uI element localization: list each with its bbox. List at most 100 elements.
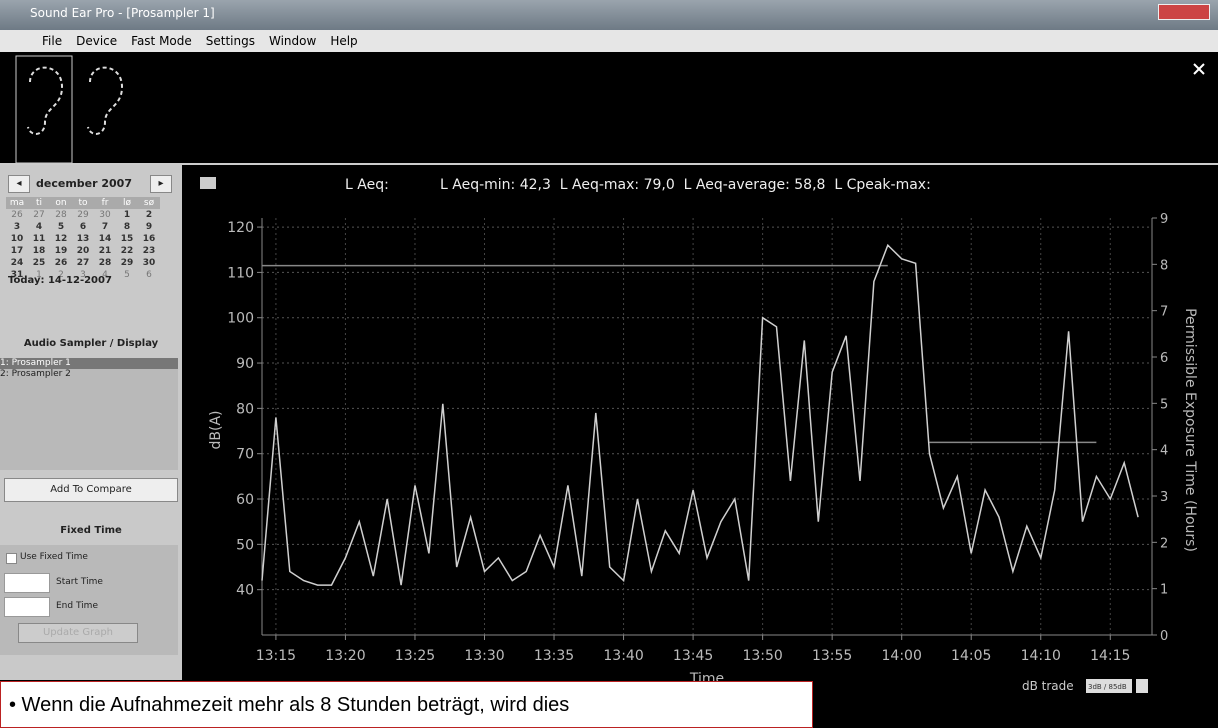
ear-icon[interactable] — [87, 66, 124, 135]
calendar-day[interactable]: 19 — [54, 246, 68, 256]
calendar-day[interactable]: 1 — [123, 210, 131, 220]
y2-tick-label: 5 — [1160, 397, 1168, 412]
calendar-day[interactable]: 11 — [32, 234, 46, 244]
title-bar: Sound Ear Pro - [Prosampler 1] — [0, 0, 1218, 30]
x-tick-label: 13:25 — [395, 648, 435, 664]
weekday: ti — [28, 197, 50, 209]
menu-item[interactable]: Window — [268, 34, 317, 48]
y2-tick-label: 2 — [1160, 536, 1168, 551]
calendar-day[interactable]: 31 — [10, 270, 24, 280]
y-tick-label: 80 — [236, 401, 254, 417]
calendar-day[interactable]: 27 — [76, 258, 90, 268]
calendar-day[interactable]: 26 — [11, 210, 23, 220]
add-compare-button[interactable]: Add To Compare — [4, 478, 178, 502]
calendar-day[interactable]: 9 — [145, 222, 153, 232]
calendar-day[interactable]: 27 — [33, 210, 45, 220]
today-label[interactable]: Today: 14-12-2007 — [8, 275, 112, 286]
calendar-day[interactable]: 5 — [57, 222, 65, 232]
next-month[interactable]: ▸ — [150, 175, 172, 193]
trade-value: 3dB / 85dB — [1088, 683, 1127, 691]
calendar-day[interactable]: 17 — [10, 246, 24, 256]
calendar-day[interactable]: 25 — [32, 258, 46, 268]
calendar-day[interactable]: 18 — [32, 246, 46, 256]
checkbox[interactable] — [6, 553, 17, 564]
calendar-day[interactable]: 15 — [120, 234, 134, 244]
trade-dropdown[interactable] — [1136, 679, 1148, 693]
x-tick-label: 13:55 — [812, 648, 852, 664]
start-input[interactable] — [4, 573, 50, 593]
y-tick-label: 110 — [227, 265, 254, 281]
plot-area — [262, 218, 1152, 635]
calendar-day[interactable]: 2 — [145, 210, 153, 220]
calendar-day[interactable]: 21 — [98, 246, 112, 256]
menu-item[interactable]: File — [42, 34, 63, 48]
sampler-item[interactable]: 1: Prosampler 1 — [0, 358, 178, 369]
menu-item[interactable]: Fast Mode — [131, 34, 192, 48]
calendar-month: december 2007 — [36, 177, 132, 190]
calendar-day[interactable]: 30 — [142, 258, 156, 268]
calendar-day[interactable]: 13 — [76, 234, 90, 244]
folder-icon[interactable] — [200, 177, 216, 189]
calendar-day[interactable]: 14 — [98, 234, 112, 244]
calendar-day[interactable]: 3 — [80, 270, 86, 280]
sampler-item[interactable]: 2: Prosampler 2 — [0, 369, 71, 379]
update-button[interactable]: Update Graph — [18, 623, 138, 643]
prev-month[interactable]: ◂ — [8, 175, 30, 193]
menu-item[interactable]: Help — [330, 34, 358, 48]
calendar-day[interactable]: 22 — [120, 246, 134, 256]
calendar-day[interactable]: 12 — [54, 234, 68, 244]
note-text: • Wenn die Aufnahmezeit mehr als 8 Stund… — [9, 694, 570, 716]
calendar-day[interactable]: 29 — [120, 258, 134, 268]
calendar-day[interactable]: 28 — [55, 210, 67, 220]
x-tick-label: 14:05 — [951, 648, 991, 664]
close-icon[interactable] — [1193, 63, 1205, 75]
calendar-day[interactable]: 7 — [101, 222, 109, 232]
window-controls[interactable] — [1158, 4, 1210, 20]
calendar-day[interactable]: 10 — [10, 234, 24, 244]
calendar-day[interactable]: 20 — [76, 246, 90, 256]
calendar-day[interactable]: 23 — [142, 246, 156, 256]
y2-tick-label: 0 — [1160, 629, 1168, 644]
y2-tick-label: 9 — [1160, 212, 1168, 227]
calendar-day[interactable]: 6 — [146, 270, 152, 280]
calendar-day[interactable]: 29 — [77, 210, 89, 220]
calendar-day[interactable]: 6 — [79, 222, 87, 232]
y2-tick-label: 3 — [1160, 490, 1168, 505]
calendar-day[interactable]: 4 — [35, 222, 43, 232]
weekday: ma — [6, 197, 28, 209]
y2-tick-label: 6 — [1160, 351, 1168, 366]
y-tick-label: 100 — [227, 311, 254, 327]
ear-tab-selected[interactable] — [15, 55, 73, 164]
menu-item[interactable]: Device — [76, 34, 118, 48]
calendar-day[interactable]: 1 — [36, 270, 42, 280]
stats-summary: L Aeq-min: 42,3 L Aeq-max: 79,0 L Aeq-av… — [440, 177, 931, 193]
end-input[interactable] — [4, 597, 50, 617]
calendar-day[interactable]: 3 — [13, 222, 21, 232]
calendar-day[interactable]: 2 — [58, 270, 64, 280]
calendar-day[interactable]: 26 — [54, 258, 68, 268]
calendar-day[interactable]: 16 — [142, 234, 156, 244]
calendar-day[interactable]: 24 — [10, 258, 24, 268]
laeq-label: L Aeq: — [345, 177, 389, 193]
sampler-strip — [0, 52, 1218, 165]
y2-tick-label: 8 — [1160, 258, 1168, 273]
calendar-day[interactable]: 30 — [99, 210, 111, 220]
sampler-heading: Audio Sampler / Display — [23, 338, 159, 349]
trade-select[interactable] — [1086, 679, 1132, 693]
weekday: fr — [94, 197, 116, 209]
y-tick-label: 90 — [236, 356, 254, 372]
sampler-list: 1: Prosampler 1 2: Prosampler 2 — [0, 358, 178, 470]
sound-level-line — [261, 243, 1139, 586]
weekday: sø — [138, 197, 160, 209]
ear-icons — [15, 55, 1205, 164]
calendar-day[interactable]: 28 — [98, 258, 112, 268]
menu-item[interactable]: Settings — [205, 34, 255, 48]
y-tick-label: 50 — [236, 537, 254, 553]
calendar-day[interactable]: 5 — [124, 270, 130, 280]
calendar-day[interactable]: 8 — [123, 222, 131, 232]
note-box: • Wenn die Aufnahmezeit mehr als 8 Stund… — [0, 681, 813, 728]
start-label: Start Time — [56, 577, 103, 587]
y-tick-label: 120 — [227, 220, 254, 236]
x-tick-label: 14:10 — [1021, 648, 1061, 664]
calendar-day[interactable]: 4 — [102, 270, 108, 280]
